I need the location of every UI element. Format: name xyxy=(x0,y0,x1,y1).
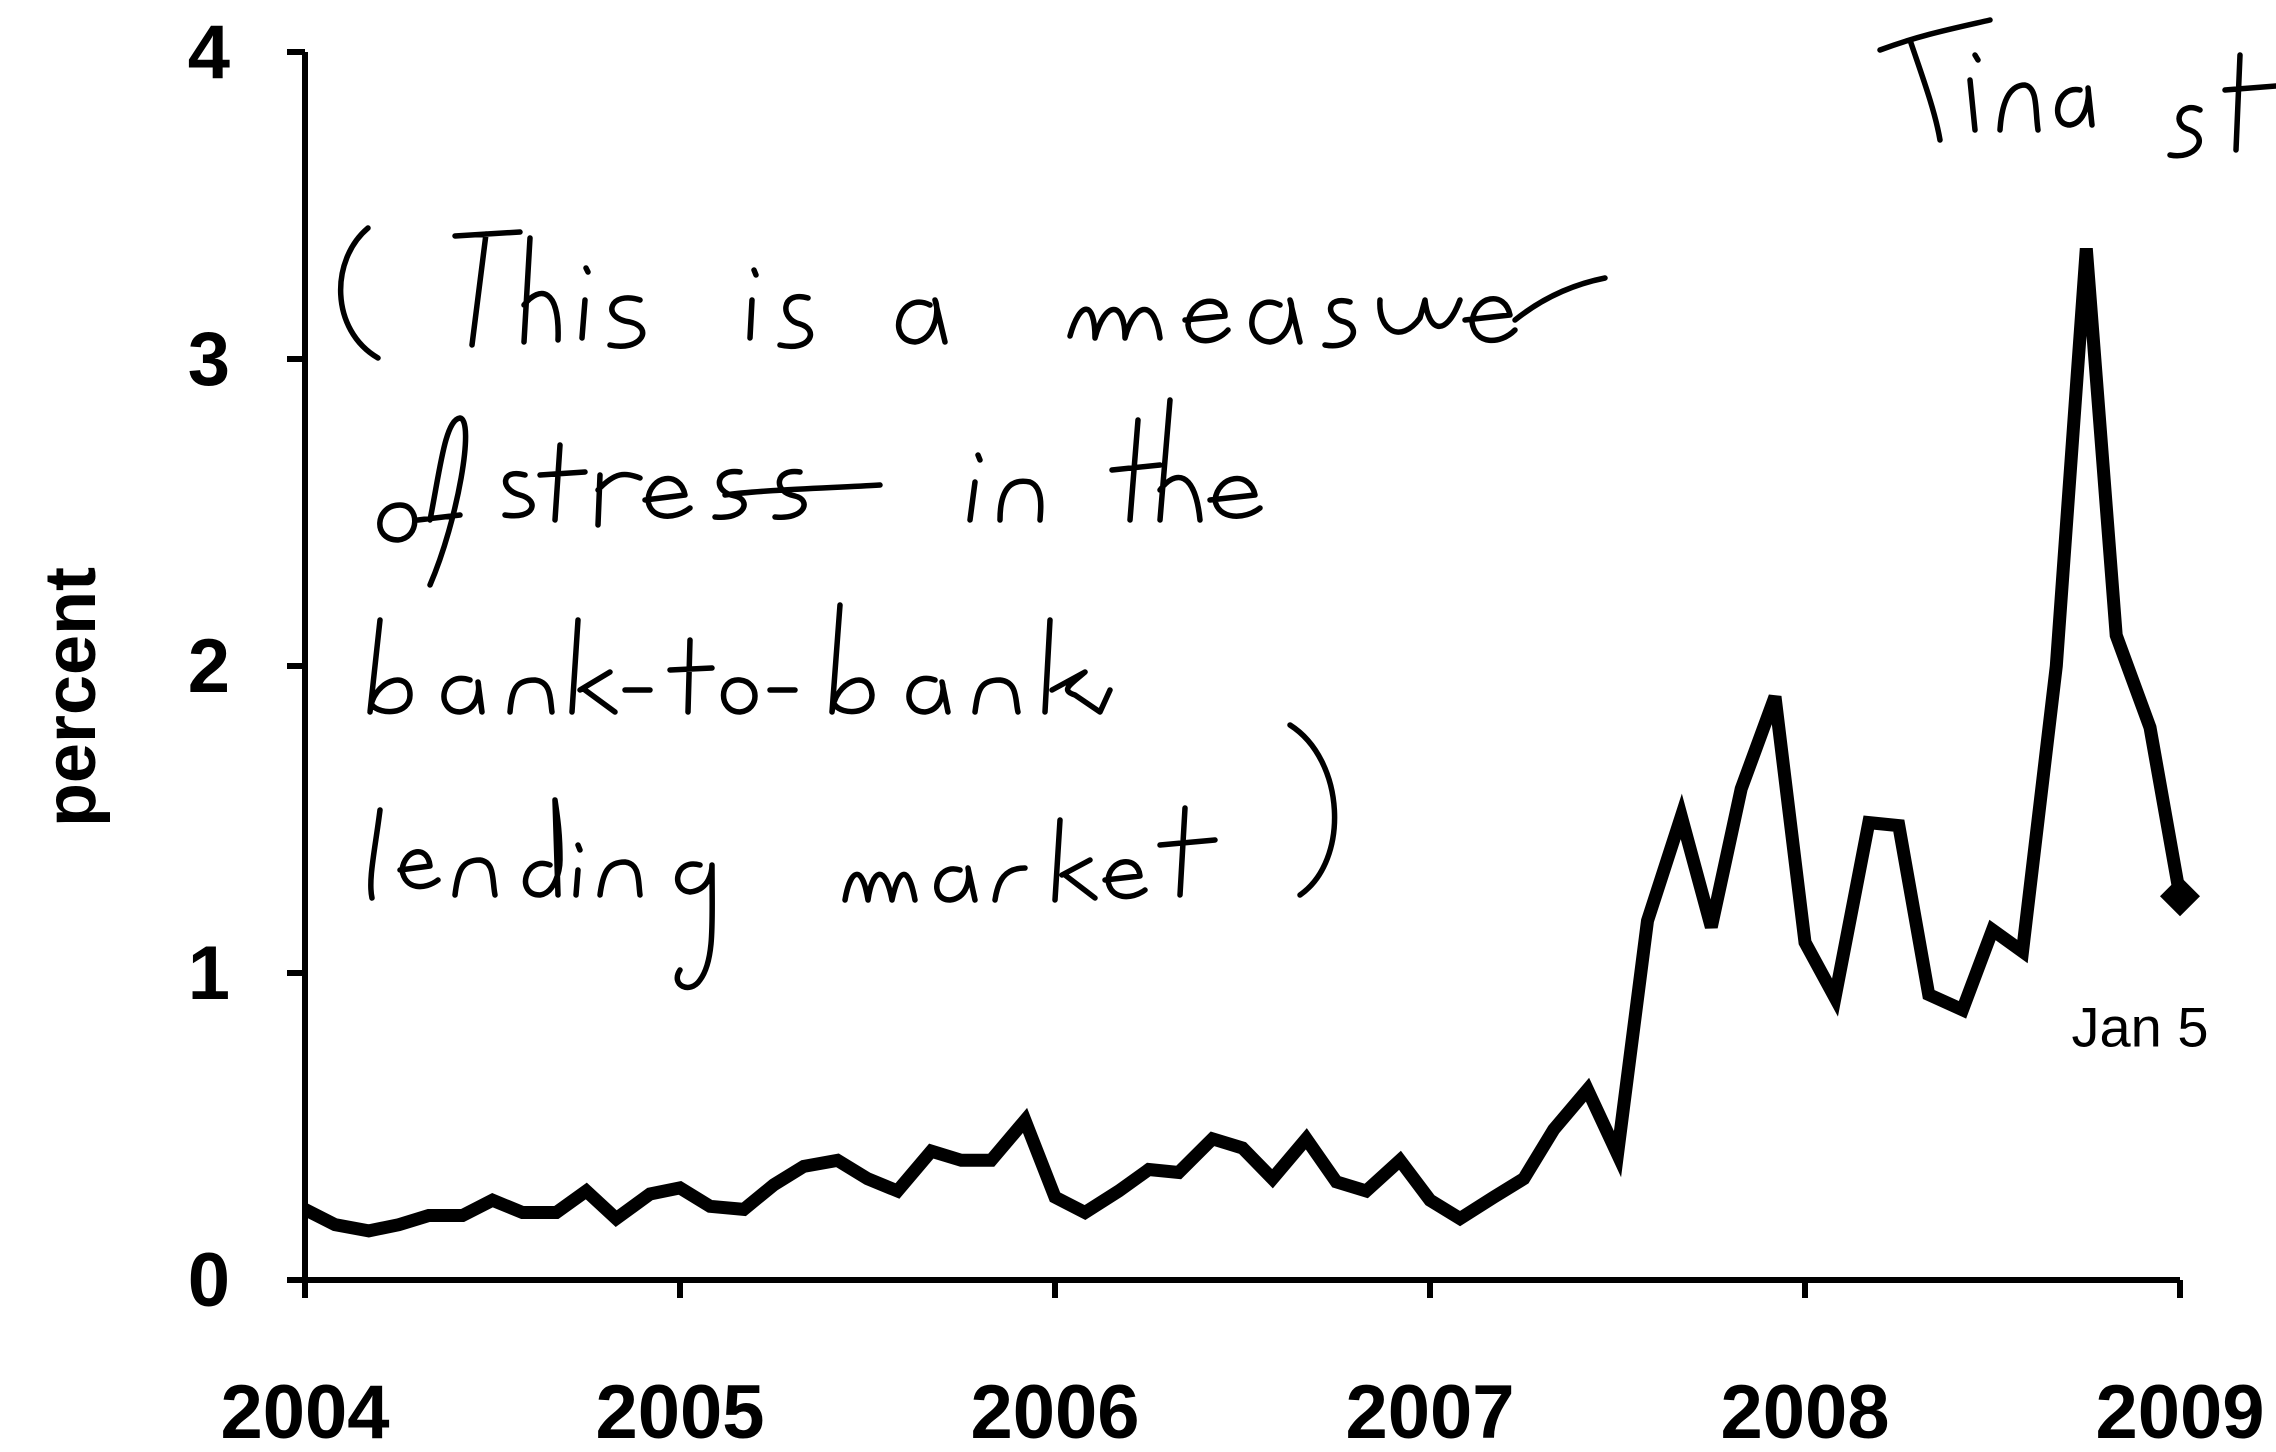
x-tick-label: 2004 xyxy=(220,1370,389,1452)
handwriting-line-1 xyxy=(338,225,1608,361)
y-tick-label: 3 xyxy=(188,317,230,402)
x-tick-label: 2009 xyxy=(2095,1370,2264,1452)
handwriting-top-right xyxy=(1877,17,2276,159)
y-axis-title: percent xyxy=(31,567,111,827)
endpoint-marker xyxy=(2160,876,2200,917)
series-layer xyxy=(302,247,2200,1238)
y-tick-label: 0 xyxy=(188,1238,230,1323)
handwriting-line-2 xyxy=(377,397,1263,588)
x-tick-label: 2007 xyxy=(1345,1370,1514,1452)
x-tick-label: 2008 xyxy=(1720,1370,1889,1452)
endpoint-label: Jan 5 xyxy=(2072,995,2209,1058)
handwriting-line-4 xyxy=(368,722,1338,991)
y-tick-label: 1 xyxy=(188,931,230,1016)
axes: 0 1 2 3 4 2004 2005 2006 2007 2008 2009 xyxy=(188,10,2265,1452)
handwriting-line-3 xyxy=(367,602,1113,715)
handwritten-annotation xyxy=(338,17,2276,991)
x-tick-label: 2005 xyxy=(595,1370,764,1452)
series-line xyxy=(302,247,2187,1238)
x-tick-label: 2006 xyxy=(970,1370,1139,1452)
y-tick-label: 4 xyxy=(188,10,230,95)
y-tick-label: 2 xyxy=(188,624,230,709)
